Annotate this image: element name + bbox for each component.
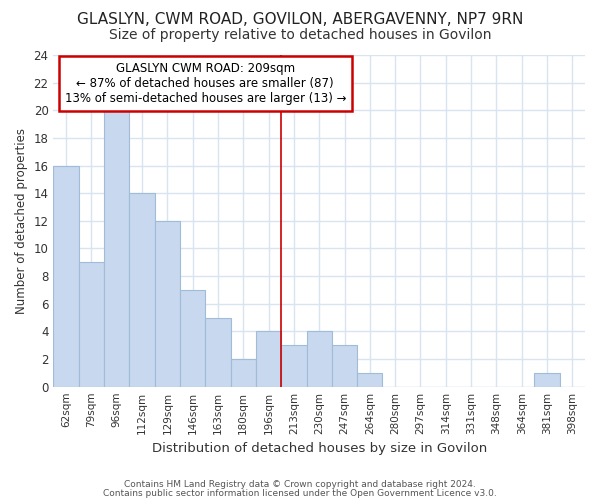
Bar xyxy=(130,193,155,386)
Bar xyxy=(205,318,230,386)
Bar xyxy=(357,373,382,386)
Text: Contains HM Land Registry data © Crown copyright and database right 2024.: Contains HM Land Registry data © Crown c… xyxy=(124,480,476,489)
Text: Contains public sector information licensed under the Open Government Licence v3: Contains public sector information licen… xyxy=(103,488,497,498)
Bar xyxy=(230,359,256,386)
Bar xyxy=(53,166,79,386)
Bar xyxy=(535,373,560,386)
Bar xyxy=(307,332,332,386)
Bar xyxy=(256,332,281,386)
Bar xyxy=(79,262,104,386)
Bar xyxy=(155,221,180,386)
Bar xyxy=(180,290,205,386)
X-axis label: Distribution of detached houses by size in Govilon: Distribution of detached houses by size … xyxy=(152,442,487,455)
Bar xyxy=(104,110,130,386)
Text: GLASLYN CWM ROAD: 209sqm
← 87% of detached houses are smaller (87)
13% of semi-d: GLASLYN CWM ROAD: 209sqm ← 87% of detach… xyxy=(65,62,346,105)
Y-axis label: Number of detached properties: Number of detached properties xyxy=(15,128,28,314)
Bar xyxy=(281,345,307,387)
Text: GLASLYN, CWM ROAD, GOVILON, ABERGAVENNY, NP7 9RN: GLASLYN, CWM ROAD, GOVILON, ABERGAVENNY,… xyxy=(77,12,523,28)
Text: Size of property relative to detached houses in Govilon: Size of property relative to detached ho… xyxy=(109,28,491,42)
Bar xyxy=(332,345,357,387)
